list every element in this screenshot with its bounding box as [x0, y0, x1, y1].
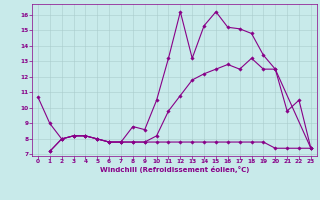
X-axis label: Windchill (Refroidissement éolien,°C): Windchill (Refroidissement éolien,°C): [100, 166, 249, 173]
